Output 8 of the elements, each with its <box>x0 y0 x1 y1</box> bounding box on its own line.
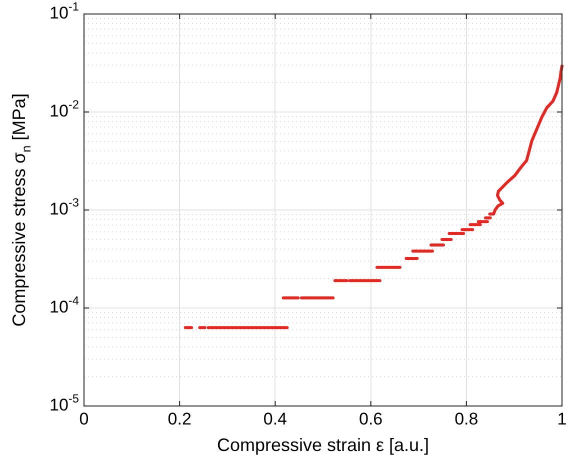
x-axis-title: Compressive strain ε [a.u.] <box>216 434 430 455</box>
x-tick-label: 0.2 <box>168 410 192 429</box>
x-tick-label: 0.6 <box>358 410 383 429</box>
y-axis-title: Compressive stress σn [MPa] <box>8 93 34 327</box>
x-tick-label: 0.4 <box>263 410 288 429</box>
x-tick-label: 0.8 <box>454 410 478 429</box>
x-tick-label: 0 <box>79 410 89 429</box>
x-tick-label: 1 <box>557 410 567 429</box>
